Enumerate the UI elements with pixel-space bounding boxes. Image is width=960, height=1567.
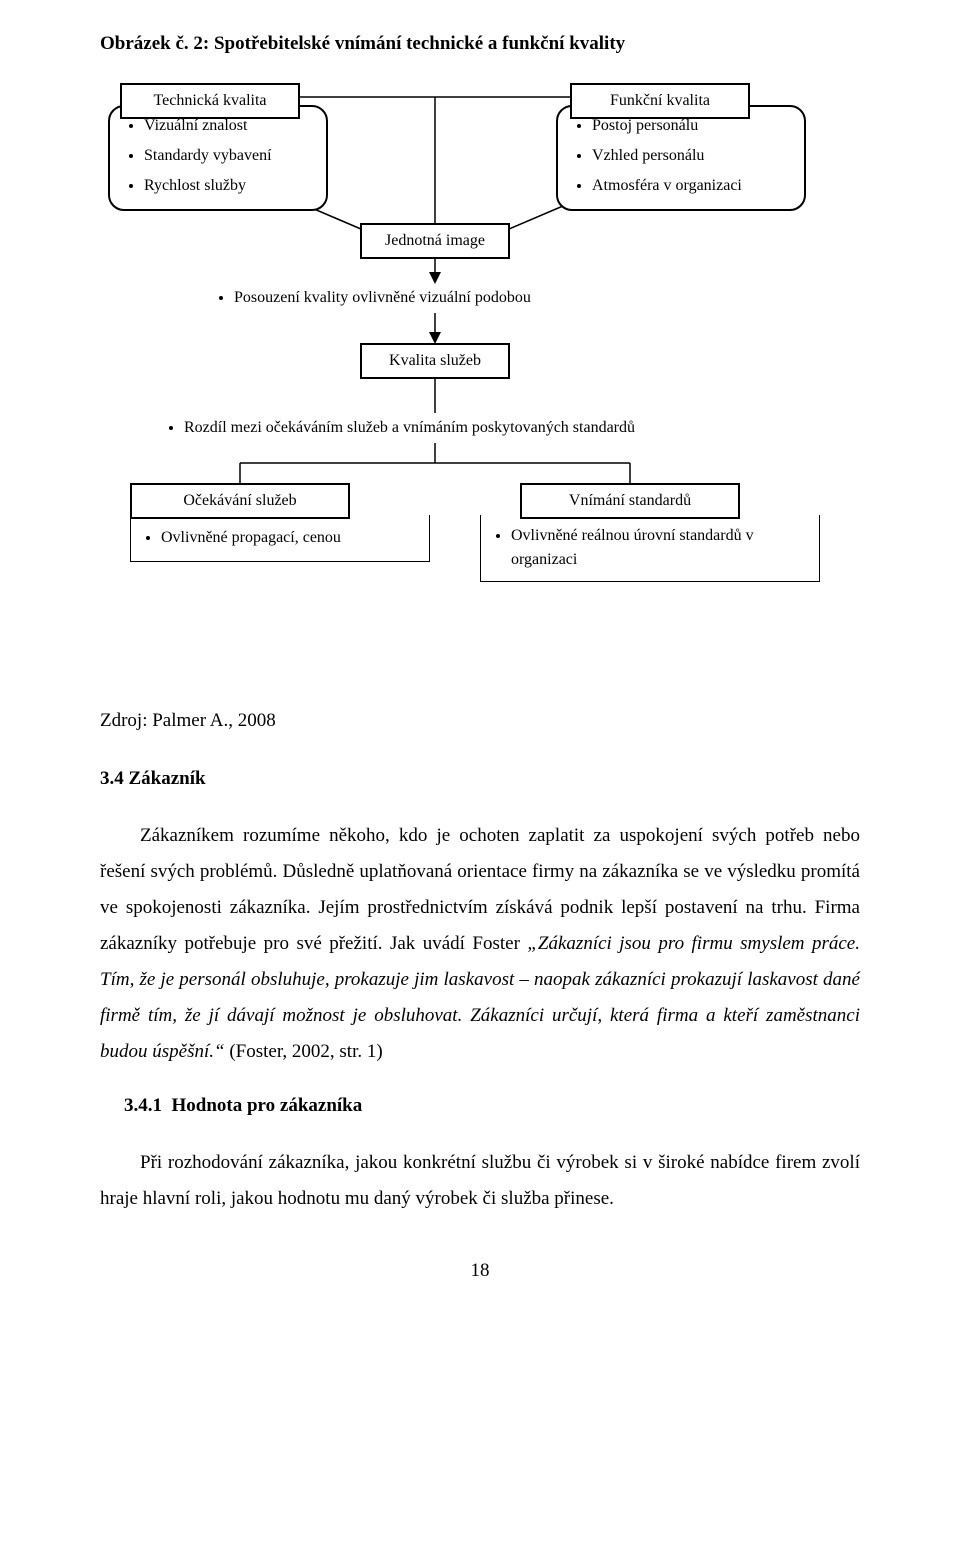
- assessment-line: Posouzení kvality ovlivněné vizuální pod…: [210, 283, 710, 313]
- subsection-number: 3.4.1: [124, 1095, 162, 1116]
- figure-title: Obrázek č. 2: Spotřebitelské vnímání tec…: [100, 30, 860, 59]
- service-quality-box: Kvalita služeb: [360, 343, 510, 379]
- paragraph: Při rozhodování zákazníka, jakou konkrét…: [100, 1145, 860, 1217]
- expectation-box: Očekávání služeb: [130, 483, 350, 519]
- difference-line: Rozdíl mezi očekáváním služeb a vnímáním…: [160, 413, 800, 443]
- list-item: Atmosféra v organizaci: [592, 171, 794, 201]
- list-item: Ovlivněné propagací, cenou: [161, 523, 423, 553]
- perception-box: Vnímání standardů: [520, 483, 740, 519]
- list-item: Standardy vybavení: [144, 141, 316, 171]
- subsection-heading: 3.4.1 Hodnota pro zákazníka: [124, 1092, 860, 1121]
- text-run: (Foster, 2002, str. 1): [225, 1041, 383, 1062]
- section-number: 3.4: [100, 768, 124, 789]
- expectation-sub: Ovlivněné propagací, cenou: [130, 515, 430, 562]
- func-quality-box: Funkční kvalita: [570, 83, 750, 119]
- paragraph: Zákazníkem rozumíme někoho, kdo je ochot…: [100, 818, 860, 1071]
- page-number: 18: [100, 1257, 860, 1286]
- list-item: Posouzení kvality ovlivněné vizuální pod…: [234, 283, 710, 313]
- list-item: Vzhled personálu: [592, 141, 794, 171]
- list-item: Rychlost služby: [144, 171, 316, 201]
- tech-quality-box: Technická kvalita: [120, 83, 300, 119]
- list-item: Ovlivněné reálnou úrovní standardů v org…: [511, 521, 813, 575]
- subsection-title: Hodnota pro zákazníka: [172, 1095, 363, 1116]
- func-quality-list: Postoj personálu Vzhled personálu Atmosf…: [556, 105, 806, 211]
- quality-diagram: Technická kvalita Vizuální znalost Stand…: [100, 83, 860, 683]
- list-item: Rozdíl mezi očekáváním služeb a vnímáním…: [184, 413, 800, 443]
- source-line: Zdroj: Palmer A., 2008: [100, 707, 860, 736]
- perception-sub: Ovlivněné reálnou úrovní standardů v org…: [480, 515, 820, 582]
- unified-image-box: Jednotná image: [360, 223, 510, 259]
- section-title: Zákazník: [129, 768, 206, 789]
- tech-quality-list: Vizuální znalost Standardy vybavení Rych…: [108, 105, 328, 211]
- section-heading: 3.4 Zákazník: [100, 765, 860, 794]
